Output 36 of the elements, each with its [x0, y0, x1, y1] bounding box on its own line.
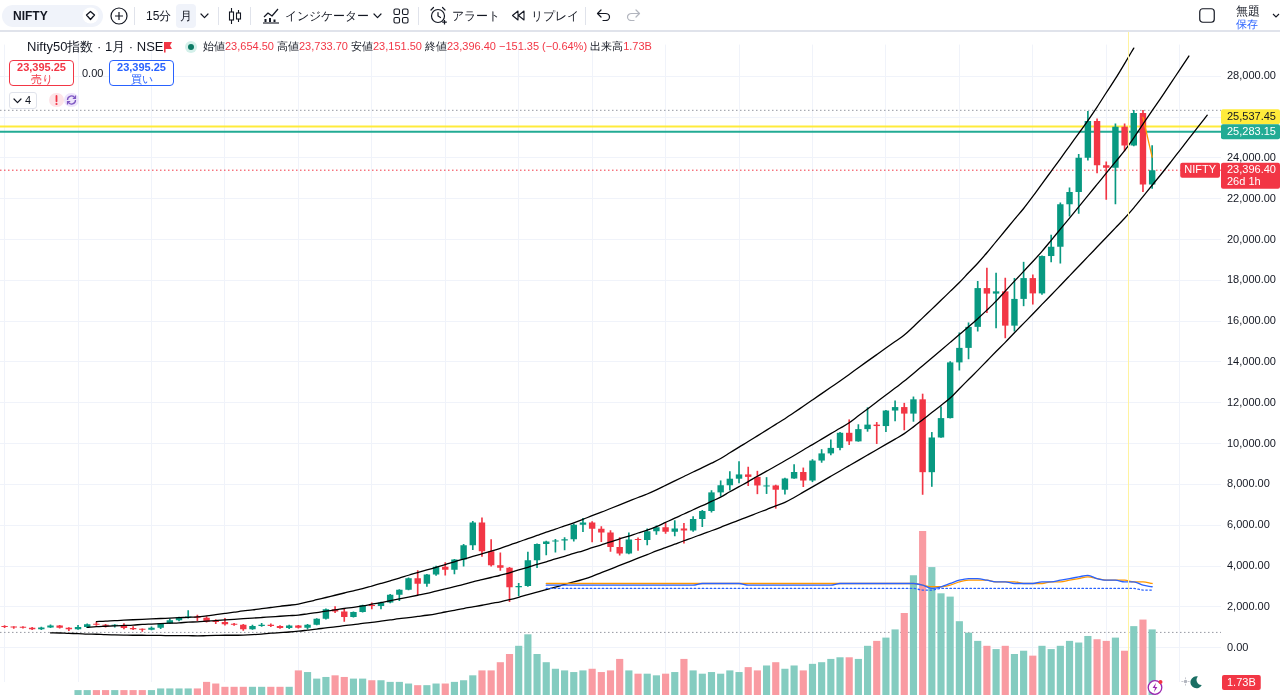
annotation: 売り: [30, 73, 53, 85]
text: 保存: [1236, 18, 1258, 30]
ref-line-label: 25,537.45: [1227, 109, 1276, 122]
ref-line-label: 23,396.40: [1227, 163, 1276, 176]
y-tick-label: 18,000.00: [1227, 273, 1276, 286]
text: 26d 1h: [1227, 174, 1261, 187]
y-tick-label: 24,000.00: [1227, 150, 1276, 163]
y-tick-label: 20,000.00: [1227, 232, 1276, 245]
y-tick-label: 0.00: [1227, 640, 1249, 653]
y-tick-label: 12,000.00: [1227, 395, 1276, 408]
text: 月: [180, 9, 192, 23]
y-tick-label: 4,000.00: [1227, 559, 1270, 572]
annotation: 23,395.25: [17, 61, 66, 73]
text: 1.73B: [1227, 675, 1256, 688]
text: アラート: [452, 9, 500, 23]
y-tick-label: 6,000.00: [1227, 518, 1270, 531]
y-tick-label: 14,000.00: [1227, 355, 1276, 367]
chart-title: Nifty50指数 · 1月 · NSE: [27, 39, 164, 54]
text: NIFTY: [13, 9, 48, 23]
text: インジケーター: [285, 9, 369, 23]
ref-line-label: 25,283.15: [1227, 124, 1276, 137]
y-tick-label: 2,000.00: [1227, 599, 1270, 612]
text: 始値23,654.50 高値23,733.70 安値23,151.50 終値23,396.40 −151.35 (−0.64%) 出来高1.73B: [203, 40, 652, 52]
annotation: NIFTY: [1184, 163, 1217, 176]
text: 15分: [146, 9, 172, 23]
y-tick-label: 10,000.00: [1227, 436, 1276, 449]
y-tick-label: 28,000.00: [1227, 69, 1276, 82]
y-tick-label: 8,000.00: [1227, 477, 1270, 490]
annotation: 4: [25, 94, 32, 106]
y-tick-label: 16,000.00: [1227, 314, 1276, 327]
annotation: 23,395.25: [117, 61, 166, 73]
annotation: 買い: [130, 73, 153, 85]
annotation: 0.00: [82, 67, 104, 79]
y-tick-label: 22,000.00: [1227, 191, 1276, 204]
text: 無題: [1236, 4, 1260, 18]
text: リプレイ: [531, 9, 579, 23]
